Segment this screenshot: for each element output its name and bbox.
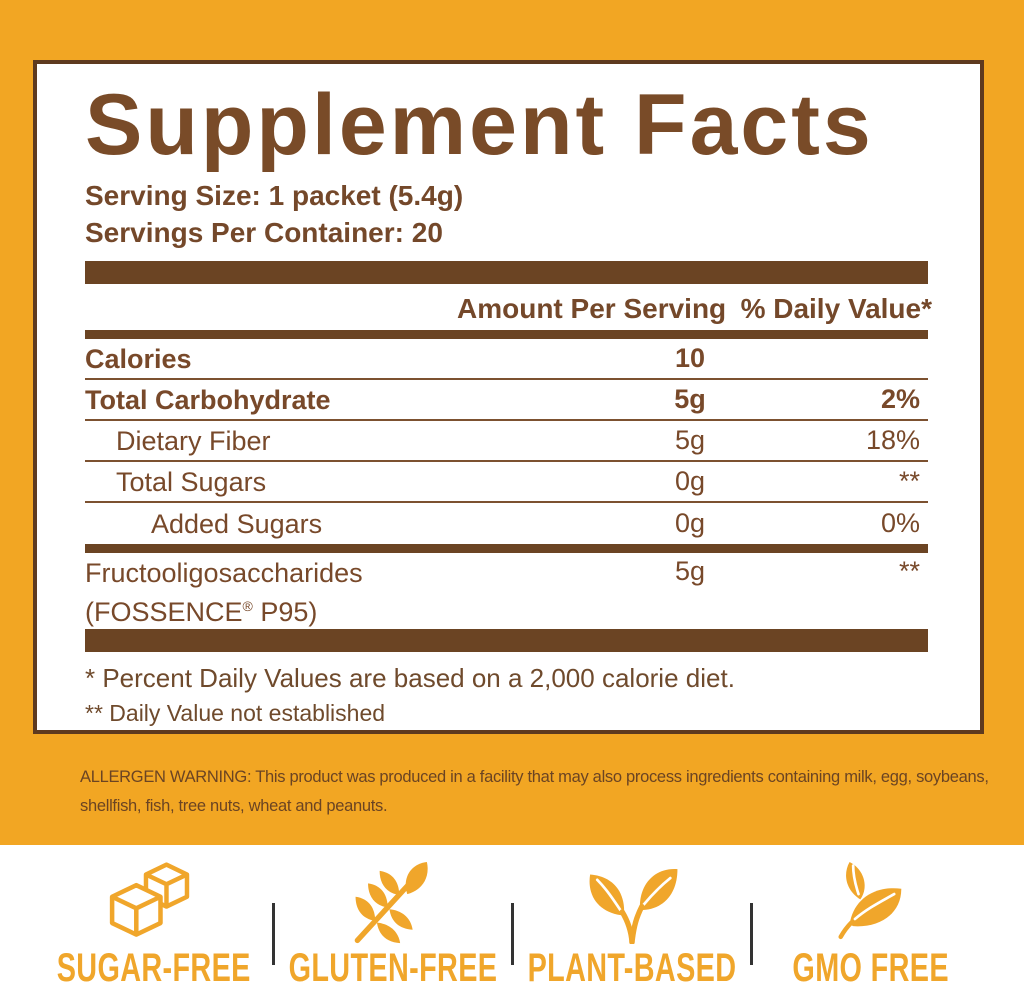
amount-value: 5g <box>674 425 706 456</box>
leaves-icon <box>825 862 917 944</box>
sprout-icon <box>580 862 684 944</box>
badges-strip: SUGAR-FREE GLUTEN-FREE <box>0 845 1024 989</box>
badge-label-gluten-free: GLUTEN-FREE <box>288 946 497 990</box>
allergen-warning-line1: ALLERGEN WARNING: This product was produ… <box>80 768 989 786</box>
allergen-warning-line2: shellfish, fish, tree nuts, wheat and pe… <box>80 797 388 815</box>
serving-size-line: Serving Size: 1 packet (5.4g) <box>85 180 464 212</box>
amount-value: 0g <box>674 466 706 497</box>
table-row: Total Carbohydrate 5g 2% <box>85 380 928 422</box>
badge-gluten-free: GLUTEN-FREE <box>287 862 499 989</box>
badge-divider <box>271 903 275 965</box>
nutrient-label: Total Carbohydrate <box>85 384 331 415</box>
table-header-row: Amount Per Serving % Daily Value* <box>85 284 932 330</box>
header-divider-bar <box>85 330 928 340</box>
table-bottom-bar <box>85 629 928 653</box>
badge-label-gmo-free: GMO FREE <box>792 946 949 990</box>
nutrient-label: Fructooligosaccharides (FOSSENCE® P95) <box>85 556 625 628</box>
table-row: Added Sugars 0g 0% <box>85 503 928 544</box>
table-top-bar <box>85 261 928 285</box>
nutrient-label: Total Sugars <box>116 466 267 497</box>
sugar-cubes-icon <box>108 862 200 944</box>
daily-value-header: % Daily Value* <box>740 293 932 325</box>
table-row: Dietary Fiber 5g 18% <box>85 421 928 463</box>
servings-per-container-line: Servings Per Container: 20 <box>85 217 443 249</box>
nutrient-table: Calories 10 Total Carbohydrate 5g 2% Dietary … <box>85 339 928 629</box>
amount-per-serving-header: Amount Per Serving <box>457 293 727 325</box>
page-title: Supplement Facts <box>85 77 874 173</box>
badge-label-plant-based: PLANT-BASED <box>527 946 736 990</box>
footnote-not-established: ** Daily Value not established <box>85 700 386 727</box>
nutrient-label: Calories <box>85 343 192 374</box>
panel-content: Supplement Facts Serving Size: 1 packet … <box>85 64 932 727</box>
daily-value: 2% <box>880 384 920 415</box>
allergen-warning: ALLERGEN WARNING: This product was produ… <box>80 763 989 821</box>
daily-value: ** <box>898 556 920 587</box>
nutrient-label-line2: (FOSSENCE® P95) <box>85 597 318 628</box>
footnote-daily-values: * Percent Daily Values are based on a 2,… <box>85 663 735 694</box>
nutrient-label: Added Sugars <box>151 508 323 539</box>
table-row: Fructooligosaccharides (FOSSENCE® P95) 5g *… <box>85 553 928 629</box>
badge-sugar-free: SUGAR-FREE <box>48 862 260 989</box>
table-row: Total Sugars 0g ** <box>85 462 928 504</box>
supplement-facts-panel: Supplement Facts Serving Size: 1 packet … <box>33 60 984 734</box>
badge-gmo-free: GMO FREE <box>765 862 977 989</box>
table-section-bar <box>85 544 928 554</box>
daily-value: 18% <box>865 425 920 456</box>
wheat-icon <box>347 862 439 944</box>
badge-divider <box>510 903 514 965</box>
badge-divider <box>749 903 753 965</box>
badge-label-sugar-free: SUGAR-FREE <box>56 946 251 990</box>
amount-value: 5g <box>674 556 706 587</box>
daily-value: ** <box>898 466 920 497</box>
badge-plant-based: PLANT-BASED <box>526 862 738 989</box>
daily-value: 0% <box>880 508 920 539</box>
nutrient-label: Dietary Fiber <box>116 425 271 456</box>
amount-value: 0g <box>674 508 706 539</box>
amount-value: 10 <box>674 343 706 374</box>
amount-value: 5g <box>674 384 706 415</box>
table-row: Calories 10 <box>85 339 928 381</box>
